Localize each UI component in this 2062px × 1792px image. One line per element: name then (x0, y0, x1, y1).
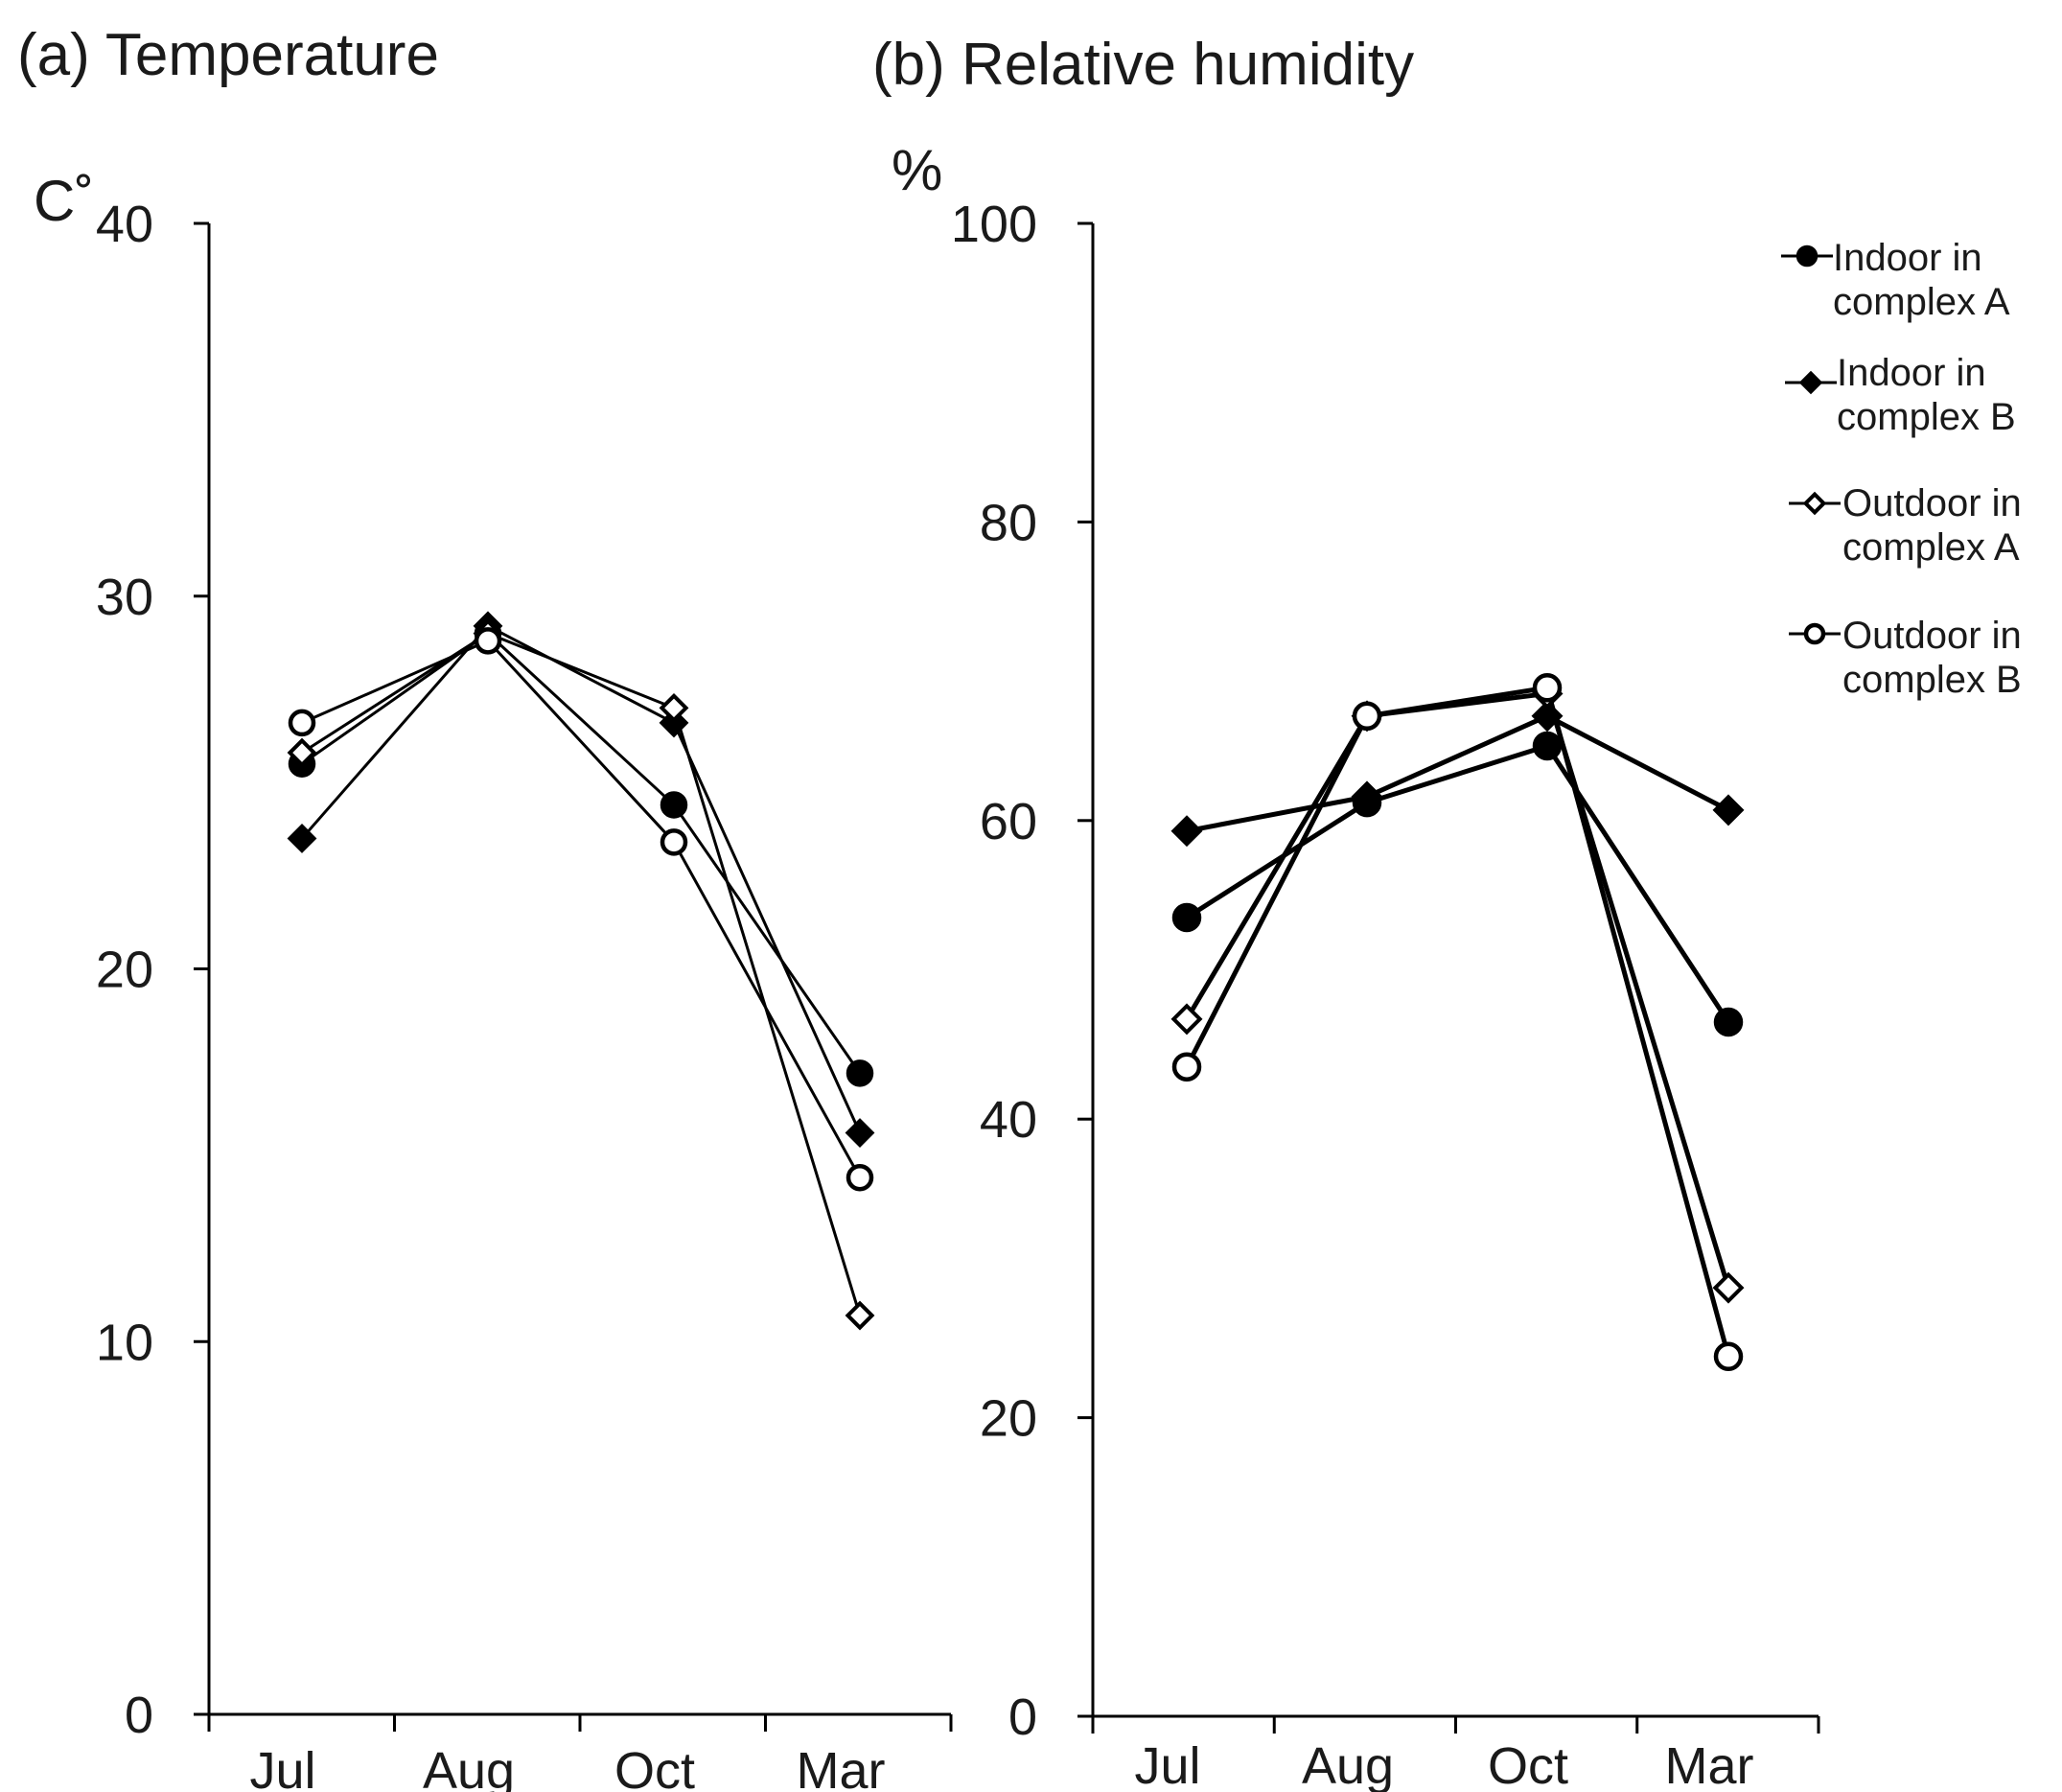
y-tick-label: 40 (96, 196, 153, 253)
y-tick-label: 20 (980, 1390, 1037, 1448)
x-tick-label: Oct (1488, 1737, 1568, 1792)
panel-b-axes: 0 20 40 60 80 100 Jul Aug Oct Mar (951, 196, 1820, 1792)
legend-marker-symbol (1798, 370, 1823, 395)
legend-label-line1: Indoor in (1833, 237, 1982, 279)
x-tick-label: Mar (797, 1742, 886, 1792)
y-tick-label: 60 (980, 793, 1037, 850)
data-point (1351, 780, 1383, 813)
panel-a-title: (a) Temperature (17, 22, 439, 88)
legend: Indoor in complex A Indoor in complex B … (1781, 237, 2022, 701)
data-point (660, 791, 688, 819)
y-tick-label: 0 (1008, 1688, 1037, 1746)
y-tick-label: 0 (125, 1687, 153, 1744)
series-line (1186, 713, 1730, 834)
humidity-panel: (b) Relative humidity % 0 20 40 60 80 100 Jul A… (872, 32, 1820, 1792)
data-point (846, 1059, 874, 1087)
data-point (1170, 815, 1203, 848)
data-point (846, 1163, 874, 1192)
legend-marker (1789, 622, 1841, 645)
series-line (1184, 685, 1731, 1358)
x-tick-label: Jul (249, 1742, 315, 1792)
legend-item: Indoor in complex A (1781, 237, 2010, 323)
data-point (1171, 902, 1202, 933)
data-point (287, 737, 317, 768)
y-tick-label: 20 (96, 942, 153, 999)
legend-label-line1: Indoor in (1837, 352, 1986, 394)
series-line (301, 639, 862, 1178)
panel-a-unit-label: C˚ (34, 169, 94, 233)
data-point (1531, 700, 1564, 733)
y-tick-label: 100 (951, 196, 1037, 253)
data-point (288, 709, 316, 737)
legend-item: Outdoor in complex A (1789, 482, 2022, 569)
legend-label-line1: Outdoor in (1842, 615, 2022, 657)
legend-item: Outdoor in complex B (1789, 615, 2022, 701)
x-tick-label: Mar (1665, 1737, 1754, 1792)
legend-marker-symbol (1796, 244, 1819, 268)
legend-marker-symbol (1803, 622, 1826, 645)
x-tick-label: Aug (1302, 1737, 1394, 1792)
data-point (1532, 672, 1563, 703)
panel-b-title: (b) Relative humidity (872, 32, 1414, 98)
legend-marker (1785, 370, 1837, 395)
panel-a-plot-area (287, 611, 875, 1331)
data-point (1712, 1271, 1745, 1304)
data-point (474, 627, 502, 655)
x-tick-label: Oct (614, 1742, 695, 1792)
y-tick-label: 10 (96, 1314, 153, 1371)
data-point (1713, 1341, 1744, 1372)
data-point (1712, 794, 1745, 826)
data-point (1170, 1003, 1203, 1036)
data-point (845, 1118, 875, 1148)
legend-item: Indoor in complex B (1785, 352, 2016, 438)
series-line (301, 632, 862, 1316)
y-tick-label: 80 (980, 494, 1037, 551)
legend-label-line1: Outdoor in (1842, 482, 2022, 524)
series-line (1184, 690, 1731, 1289)
legend-label-line2: complex B (1842, 659, 2022, 701)
series-line (301, 632, 862, 1075)
legend-marker (1781, 244, 1833, 268)
data-point (845, 1300, 875, 1331)
data-point (1352, 701, 1382, 732)
data-point (1171, 1052, 1202, 1082)
data-point (1532, 731, 1563, 761)
y-tick-label: 30 (96, 569, 153, 626)
legend-label-line2: complex A (1842, 526, 2020, 569)
panel-a-axes: 0 10 20 30 40 Jul Aug Oct Mar (96, 196, 953, 1792)
temperature-panel: (a) Temperature C˚ 0 10 20 30 40 Jul Aug Oct Mar (17, 22, 953, 1792)
legend-marker-symbol (1802, 491, 1827, 516)
legend-label-line2: complex B (1837, 396, 2016, 438)
legend-label-line2: complex A (1833, 281, 2010, 323)
y-tick-label: 40 (980, 1091, 1037, 1149)
series-line (300, 624, 862, 1134)
series-line (1185, 743, 1731, 1024)
data-point (659, 708, 689, 738)
panel-b-unit-label: % (892, 138, 942, 202)
panel-b-plot-area (1170, 672, 1745, 1372)
data-point (660, 828, 688, 856)
legend-marker (1789, 491, 1841, 516)
data-point (659, 692, 689, 723)
x-tick-label: Aug (423, 1742, 515, 1792)
data-point (287, 824, 317, 853)
x-tick-label: Jul (1134, 1737, 1200, 1792)
data-point (1713, 1007, 1744, 1037)
